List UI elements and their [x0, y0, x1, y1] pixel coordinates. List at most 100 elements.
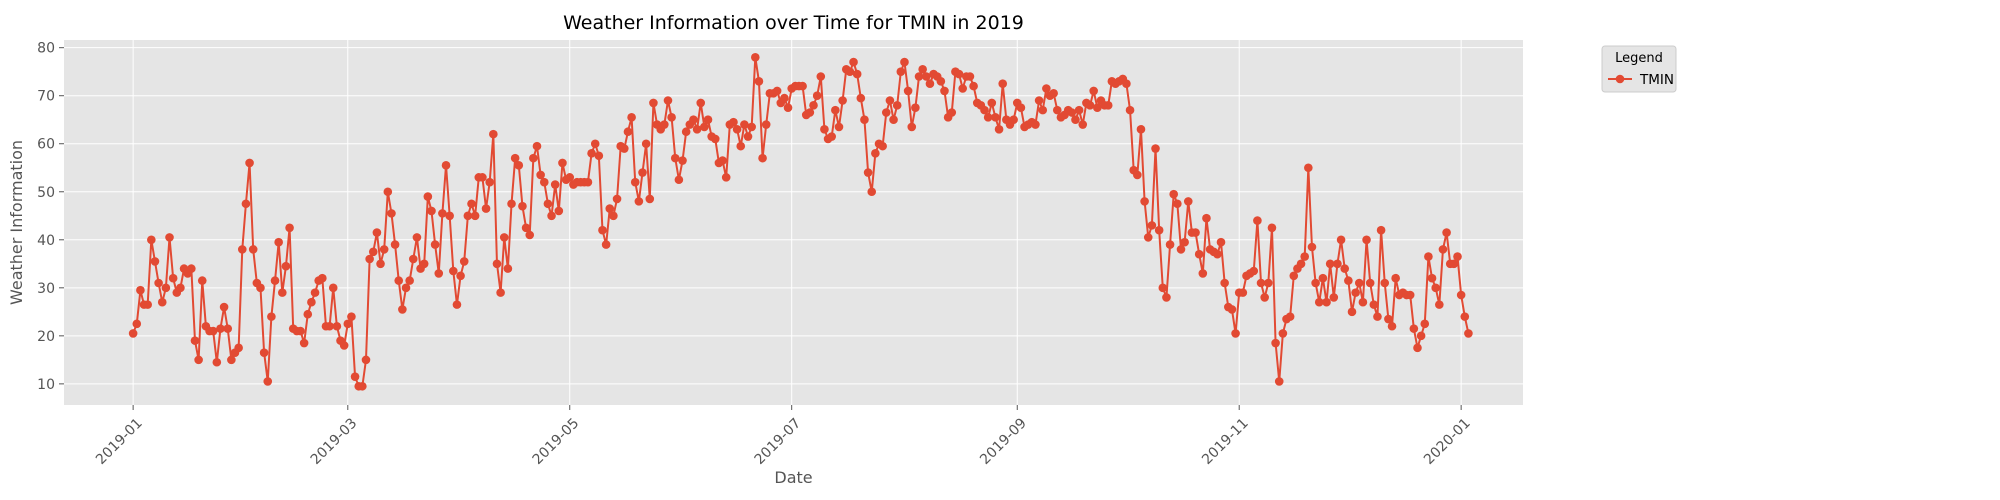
data-point: [1391, 273, 1400, 283]
data-point: [812, 91, 822, 101]
data-point: [1289, 271, 1299, 281]
data-point: [543, 199, 553, 209]
data-point: [1071, 115, 1080, 125]
data-point: [1271, 338, 1280, 348]
data-point: [485, 177, 494, 187]
data-point: [1285, 312, 1295, 321]
data-point: [663, 96, 673, 105]
data-point: [307, 297, 316, 307]
data-point: [805, 108, 815, 117]
data-point: [620, 144, 629, 153]
data-point: [1347, 307, 1357, 317]
data-point: [1180, 237, 1189, 247]
data-point: [529, 153, 538, 163]
data-point: [1173, 199, 1182, 209]
data-point: [689, 115, 698, 125]
data-point: [554, 206, 564, 216]
data-point: [1165, 240, 1175, 249]
data-point: [1256, 278, 1266, 288]
data-point: [965, 72, 975, 81]
data-point: [809, 101, 818, 110]
data-point: [401, 283, 411, 293]
x-tick-label: 2019-11: [1199, 415, 1252, 468]
data-point: [525, 230, 535, 240]
data-point: [248, 245, 258, 254]
data-point: [550, 180, 560, 189]
data-point: [1354, 278, 1364, 288]
data-point: [1333, 259, 1342, 269]
data-point: [438, 209, 447, 218]
data-point: [1162, 293, 1171, 302]
data-point: [954, 69, 964, 79]
data-point: [994, 125, 1004, 134]
data-point: [987, 98, 997, 108]
data-point: [780, 93, 789, 103]
data-point: [867, 187, 877, 197]
data-point: [1278, 329, 1288, 338]
data-point: [925, 79, 935, 88]
chart-title: Weather Information over Time for TMIN i…: [563, 12, 1024, 34]
data-point: [758, 153, 767, 163]
data-point: [1151, 144, 1160, 153]
data-point: [197, 276, 207, 285]
data-point: [1387, 321, 1397, 331]
y-tick-label: 60: [37, 137, 55, 153]
x-tick-label: 2019-09: [977, 415, 1030, 468]
data-point: [896, 67, 906, 76]
data-point: [1369, 300, 1379, 309]
legend: Legend TMIN: [1601, 45, 1677, 93]
data-point: [998, 79, 1008, 88]
data-point: [863, 168, 873, 177]
data-point: [594, 151, 604, 161]
data-point: [670, 153, 680, 163]
data-point: [259, 348, 269, 357]
data-point: [470, 211, 480, 221]
data-point: [161, 283, 171, 293]
data-point: [445, 211, 454, 221]
data-point: [1318, 273, 1328, 283]
data-point: [1122, 79, 1131, 88]
data-point: [1249, 266, 1259, 276]
data-point: [681, 127, 691, 137]
data-point: [394, 276, 404, 285]
x-tick-label: 2019-05: [530, 415, 583, 468]
y-tick-label: 30: [37, 281, 55, 297]
data-point: [241, 199, 251, 209]
data-point: [860, 115, 869, 125]
data-point: [1093, 103, 1102, 113]
data-point: [281, 261, 291, 271]
data-point: [478, 173, 487, 182]
data-point: [736, 141, 746, 151]
data-point: [1078, 120, 1088, 129]
data-point: [1420, 319, 1430, 329]
data-point: [1216, 237, 1226, 247]
y-tick-label: 70: [37, 89, 55, 105]
data-point: [980, 105, 989, 115]
y-tick-label: 80: [37, 41, 55, 57]
data-point: [660, 120, 669, 129]
data-point: [245, 158, 254, 168]
data-point: [1238, 288, 1248, 297]
y-tick-label: 20: [37, 329, 55, 345]
series-tmin: [128, 52, 1473, 391]
data-point: [1191, 228, 1200, 237]
data-point: [834, 122, 844, 132]
legend-label-tmin: TMIN: [1639, 72, 1674, 88]
data-point: [1405, 290, 1415, 300]
data-point: [499, 233, 509, 242]
data-point: [361, 355, 371, 365]
data-point: [168, 273, 178, 283]
data-point: [518, 201, 527, 211]
data-point: [623, 127, 633, 137]
data-point: [325, 321, 334, 331]
data-point: [1213, 249, 1222, 259]
data-point: [1042, 84, 1051, 93]
data-point: [398, 305, 407, 314]
data-point: [365, 254, 374, 264]
x-tick-label: 2019-01: [93, 415, 146, 468]
data-point: [1464, 329, 1473, 338]
data-point: [405, 276, 414, 285]
data-point: [423, 192, 433, 201]
data-point: [783, 103, 793, 113]
